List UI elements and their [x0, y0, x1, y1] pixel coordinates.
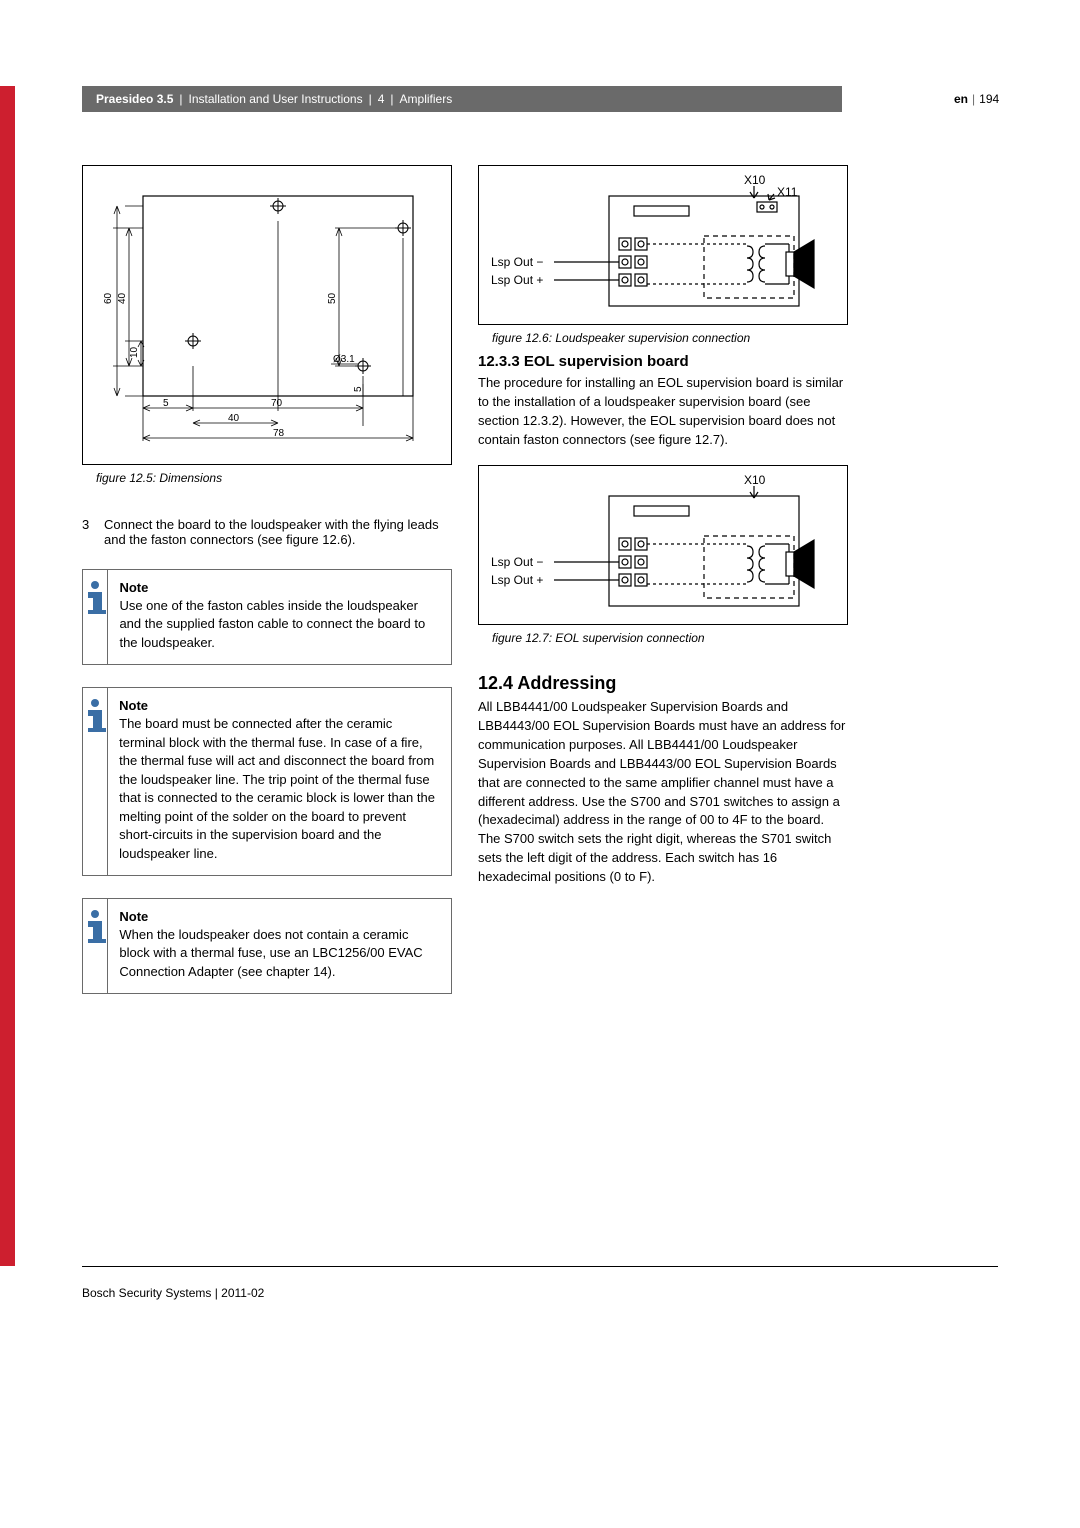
info-icon — [83, 899, 107, 993]
figure-eol-supervision: X10 Lsp Out − Lsp Out + — [478, 465, 848, 625]
dim-50: 50 — [327, 292, 338, 304]
dim-dia: Ø3.1 — [333, 354, 355, 365]
figure-dimensions-caption: figure 12.5: Dimensions — [82, 471, 452, 485]
dim-5b: 5 — [353, 386, 364, 392]
dim-5a: 5 — [163, 398, 169, 409]
note-2: Note The board must be connected after t… — [82, 687, 452, 876]
label-lspout-plus: Lsp Out + — [491, 273, 543, 287]
header-bar: Praesideo 3.5 | Installation and User In… — [82, 86, 842, 112]
para-12-3-3: The procedure for installing an EOL supe… — [478, 374, 848, 449]
note-3-body: When the loudspeaker does not contain a … — [119, 926, 437, 981]
header-section-num: 4 — [378, 86, 385, 112]
figure-lsp-caption: figure 12.6: Loudspeaker supervision con… — [478, 331, 848, 345]
footer: Bosch Security Systems | 2011-02 — [82, 1286, 264, 1300]
label-lspout-minus-2: Lsp Out − — [491, 555, 543, 569]
dim-10: 10 — [129, 346, 140, 358]
dim-40: 40 — [117, 292, 128, 304]
header-section-name: Amplifiers — [400, 86, 453, 112]
note-1-body: Use one of the faston cables inside the … — [119, 597, 437, 652]
figure-lsp-supervision: X10 X11 Lsp Out − Lsp Out + — [478, 165, 848, 325]
label-lspout-minus: Lsp Out − — [491, 255, 543, 269]
note-3: Note When the loudspeaker does not conta… — [82, 898, 452, 994]
dim-60: 60 — [103, 292, 114, 304]
step-3-text: Connect the board to the loudspeaker wit… — [104, 517, 452, 547]
page-number: 194 — [979, 92, 999, 106]
bottom-rule — [82, 1266, 998, 1267]
dim-78: 78 — [273, 428, 285, 439]
note-3-title: Note — [119, 909, 437, 924]
para-12-4: All LBB4441/00 Loudspeaker Supervision B… — [478, 698, 848, 886]
step-3: 3 Connect the board to the loudspeaker w… — [82, 517, 452, 547]
step-3-num: 3 — [82, 517, 104, 547]
note-2-title: Note — [119, 698, 437, 713]
header-sep-2: | — [363, 86, 378, 112]
figure-dimensions: 60 40 10 50 — [82, 165, 452, 465]
page-lang: en | 194 — [954, 86, 999, 112]
page-lang-sep: | — [968, 92, 979, 106]
header-product: Praesideo 3.5 — [96, 86, 173, 112]
note-2-body: The board must be connected after the ce… — [119, 715, 437, 863]
red-bar — [0, 86, 15, 1266]
heading-12-4: 12.4 Addressing — [478, 673, 848, 694]
header-sep-1: | — [173, 86, 188, 112]
header-sep-3: | — [384, 86, 399, 112]
col-left: 60 40 10 50 — [82, 165, 452, 994]
label-x11: X11 — [777, 185, 798, 199]
figure-eol-caption: figure 12.7: EOL supervision connection — [478, 631, 848, 645]
heading-12-3-3: 12.3.3 EOL supervision board — [478, 353, 848, 370]
note-1-title: Note — [119, 580, 437, 595]
note-1: Note Use one of the faston cables inside… — [82, 569, 452, 665]
col-right: X10 X11 Lsp Out − Lsp Out + figure 12.6:… — [478, 165, 848, 887]
header-doc: Installation and User Instructions — [189, 86, 363, 112]
dim-70: 70 — [271, 398, 283, 409]
dim-40b: 40 — [228, 413, 240, 424]
label-lspout-plus-2: Lsp Out + — [491, 573, 543, 587]
page-lang-code: en — [954, 92, 968, 106]
info-icon — [83, 688, 107, 875]
label-x10: X10 — [744, 173, 766, 187]
info-icon — [83, 570, 107, 664]
label-x10-2: X10 — [744, 473, 766, 487]
